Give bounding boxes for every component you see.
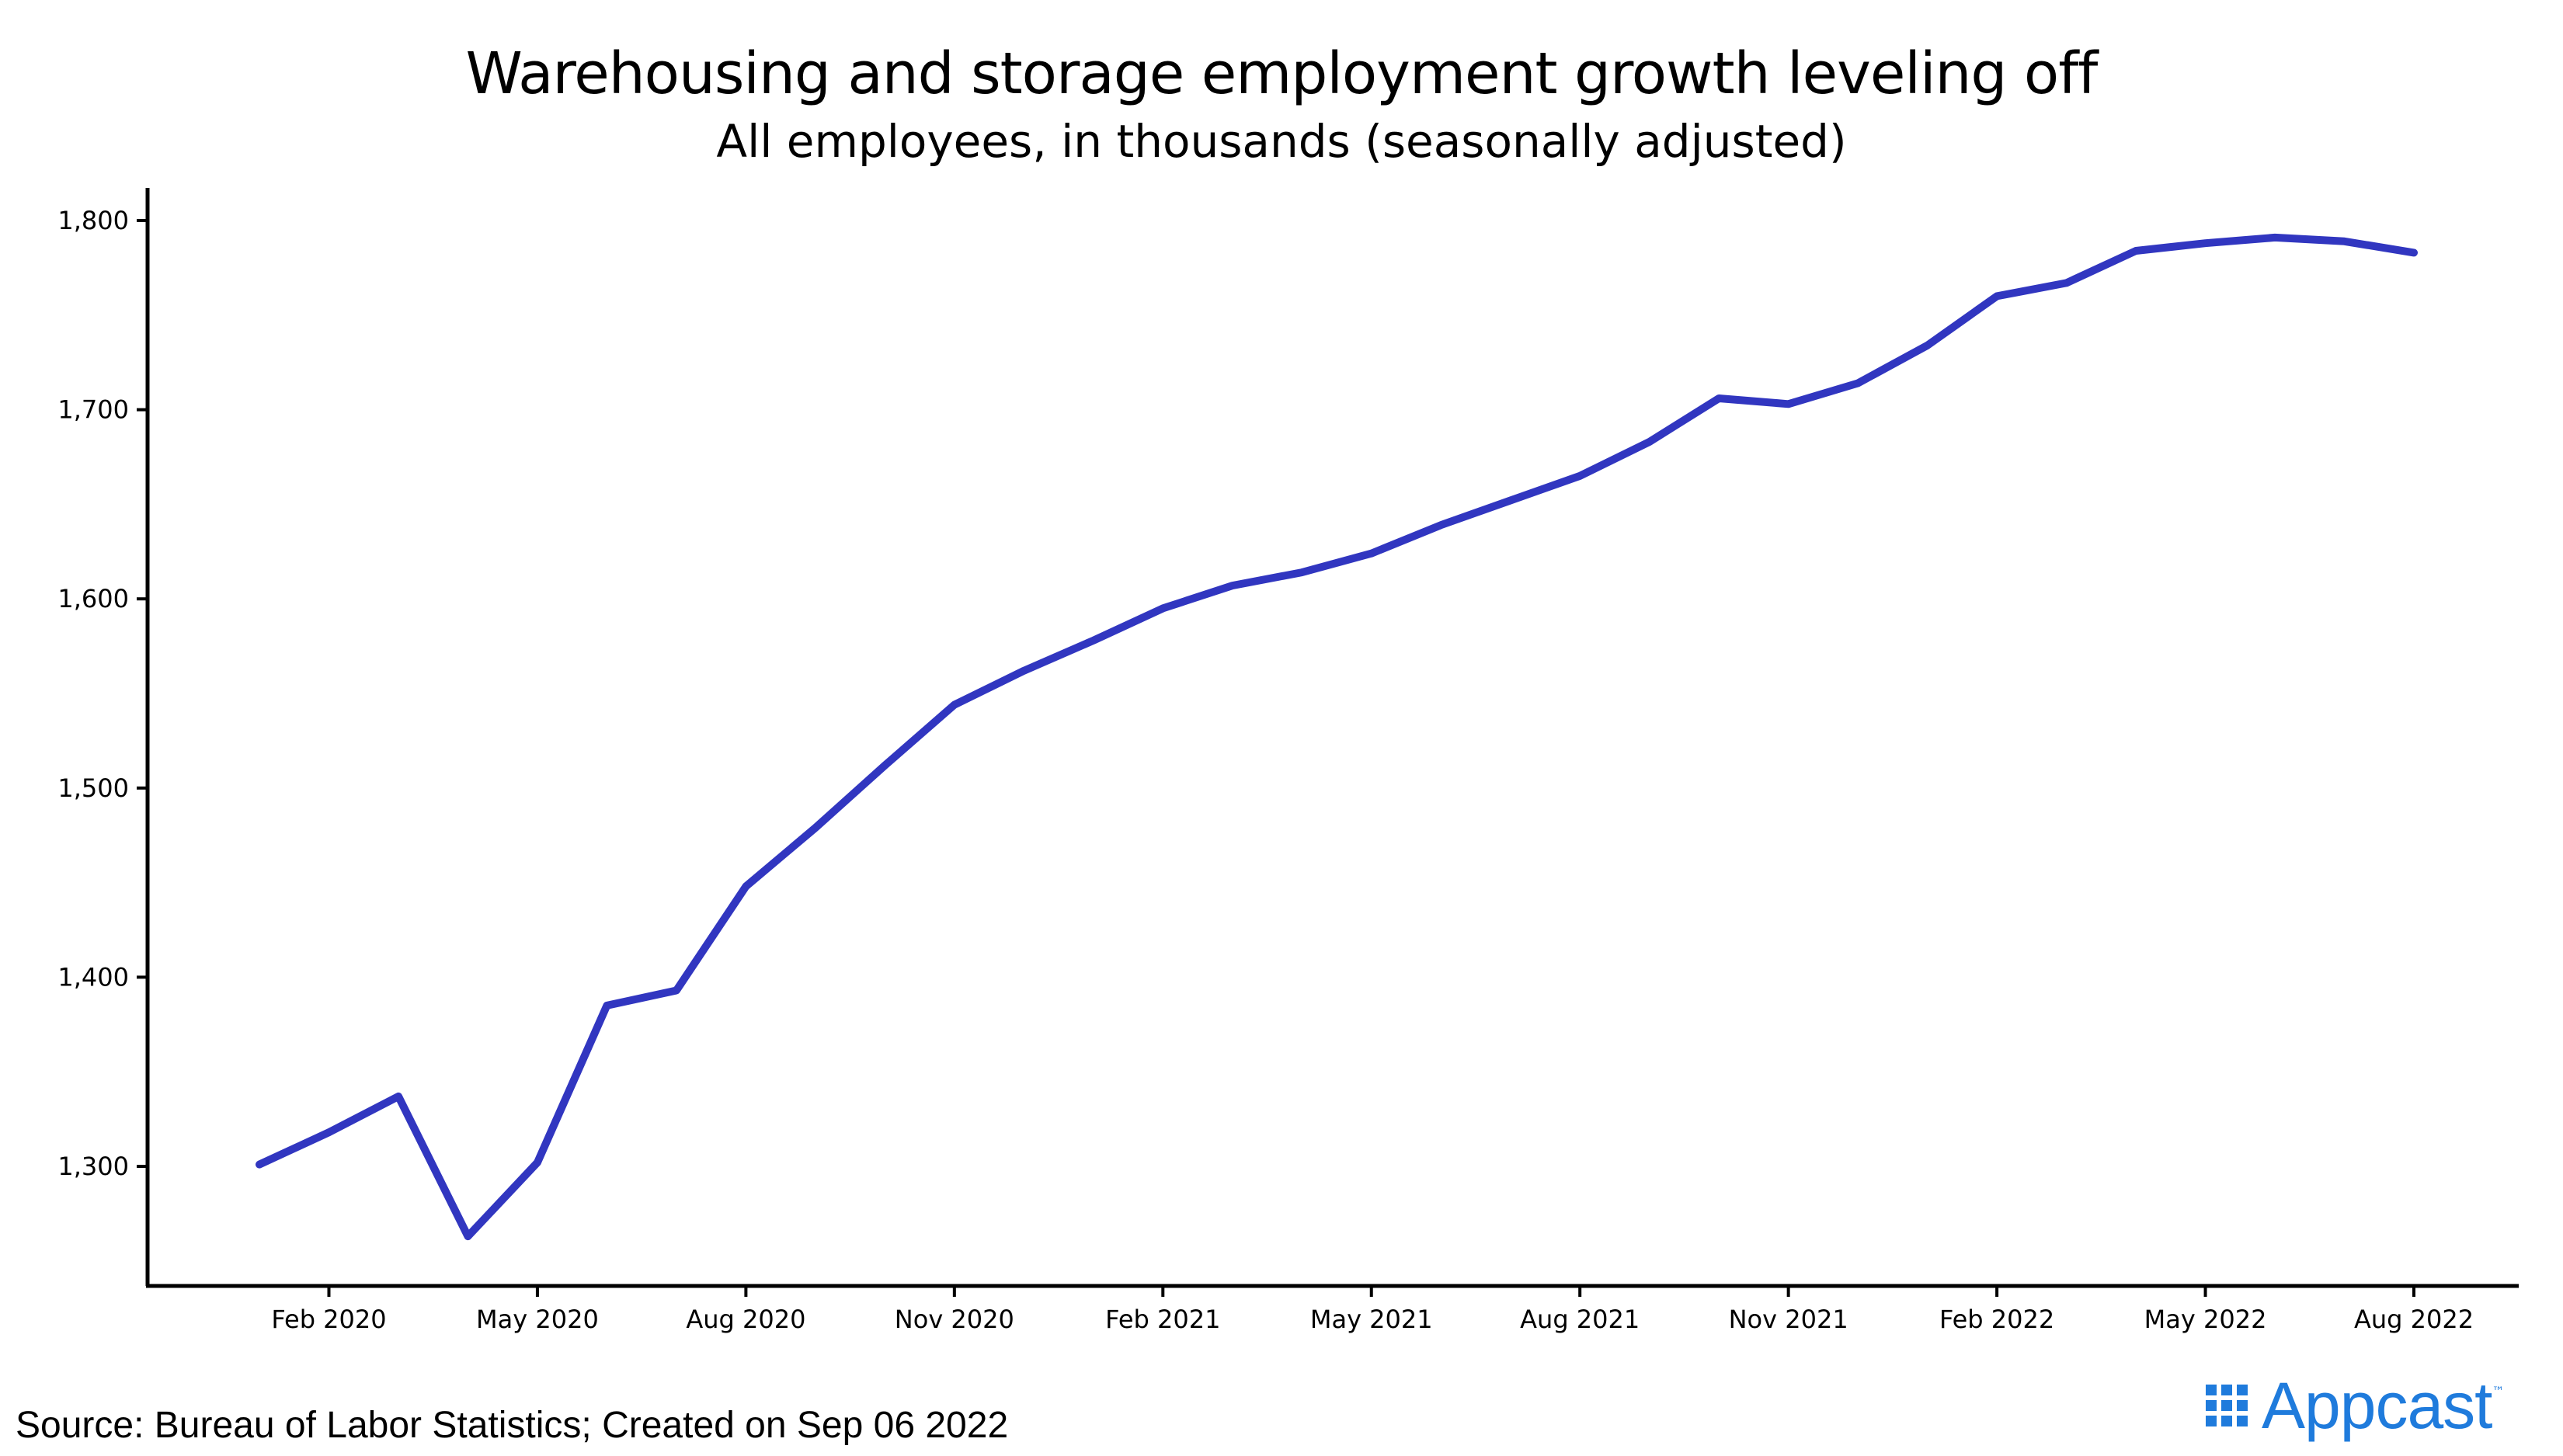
series-line [256,233,2418,1241]
x-tick-label: Nov 2020 [895,1305,1014,1334]
chart-subtitle: All employees, in thousands (seasonally … [716,115,1847,168]
source-note: Source: Bureau of Labor Statistics; Crea… [16,1405,1009,1446]
x-tick-label: Nov 2021 [1729,1305,1848,1334]
x-axis-ticks: Feb 2020 May 2020 Aug 2020 Nov 2020 Feb 2021… [271,1286,2474,1334]
appcast-logo: Appcast ™ [2206,1367,2505,1444]
appcast-logo-mark [2206,1385,2248,1426]
y-tick-label: 1,400 [57,962,129,992]
x-tick-label: Feb 2020 [271,1305,386,1334]
chart-title: Warehousing and storage employment growt… [465,40,2099,107]
x-tick-label: Aug 2020 [686,1305,805,1334]
x-tick-label: Feb 2021 [1105,1305,1220,1334]
x-tick-label: Aug 2022 [2354,1305,2474,1334]
x-tick-label: May 2022 [2144,1305,2267,1334]
y-tick-label: 1,300 [57,1152,129,1181]
x-tick-label: May 2021 [1310,1305,1433,1334]
appcast-logo-text: Appcast [2262,1368,2493,1442]
y-tick-label: 1,800 [57,206,129,235]
x-tick-label: Aug 2021 [1520,1305,1640,1334]
y-axis-ticks: 1,300 1,400 1,500 1,600 1,700 1,800 [57,206,148,1181]
y-tick-label: 1,700 [57,395,129,425]
trademark-symbol: ™ [2492,1384,2505,1399]
y-tick-label: 1,600 [57,584,129,613]
y-tick-label: 1,500 [57,773,129,803]
x-tick-label: Feb 2022 [1939,1305,2054,1334]
x-tick-label: May 2020 [476,1305,599,1334]
